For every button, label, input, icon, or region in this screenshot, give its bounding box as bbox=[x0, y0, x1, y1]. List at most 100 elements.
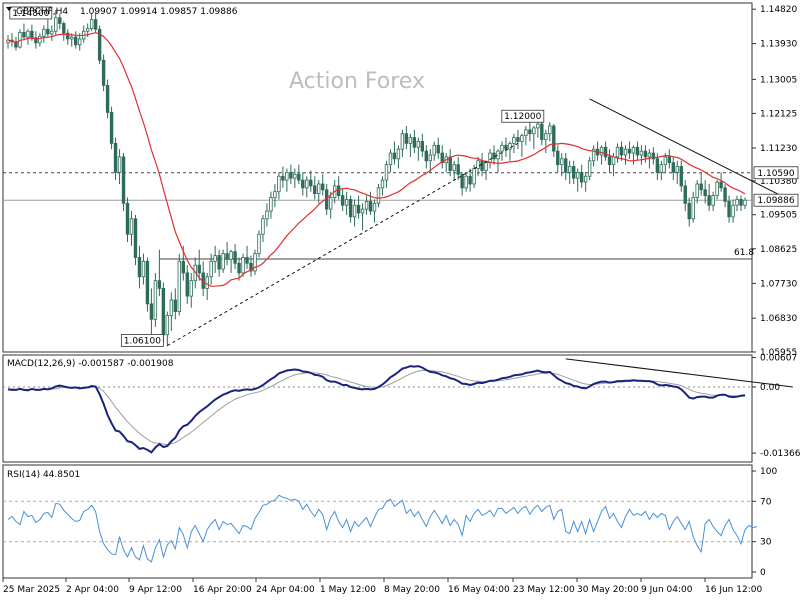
candle bbox=[508, 141, 512, 161]
candle bbox=[189, 272, 193, 308]
candle bbox=[305, 176, 309, 198]
candle-body-down bbox=[133, 218, 138, 258]
candle-body-up bbox=[344, 199, 349, 206]
candle-body-down bbox=[297, 173, 301, 181]
candle bbox=[440, 145, 444, 169]
candle-body-down bbox=[516, 137, 520, 142]
candle bbox=[623, 145, 628, 165]
candle bbox=[408, 133, 413, 157]
candle-body-down bbox=[74, 36, 78, 46]
candle bbox=[309, 170, 313, 192]
annotation-label: 1.12000 bbox=[504, 112, 541, 122]
candle-body-down bbox=[687, 202, 691, 220]
time-tick-label: 23 May 12:00 bbox=[513, 585, 575, 595]
time-tick-label: 8 May 20:00 bbox=[384, 585, 440, 595]
candle-body-down bbox=[707, 195, 711, 206]
candle-body-up bbox=[532, 127, 536, 135]
candle-body-down bbox=[62, 23, 66, 34]
candle bbox=[265, 203, 269, 227]
price-tick-label: 1.13930 bbox=[760, 40, 797, 50]
candle-body-up bbox=[575, 171, 580, 179]
candle-body-down bbox=[66, 32, 70, 40]
candle-body-down bbox=[233, 251, 237, 264]
price-tick-label: 1.09505 bbox=[760, 211, 797, 221]
candle-body-up bbox=[512, 137, 516, 144]
candle bbox=[743, 197, 747, 210]
candle-body-up bbox=[177, 260, 182, 312]
candle-body-up bbox=[54, 17, 58, 32]
candle bbox=[715, 180, 719, 200]
candle-body-down bbox=[14, 41, 18, 48]
price-tick-label: 1.12125 bbox=[760, 109, 797, 119]
candle bbox=[392, 141, 397, 165]
candle-body-up bbox=[352, 204, 357, 218]
candle bbox=[125, 197, 130, 242]
candle-body-up bbox=[416, 141, 421, 148]
candle bbox=[368, 191, 373, 215]
candle-body-up bbox=[89, 19, 94, 29]
candle-body-up bbox=[611, 156, 616, 166]
candle bbox=[70, 33, 74, 47]
candle bbox=[416, 137, 421, 161]
candle-body-down bbox=[607, 156, 612, 166]
candle-body-up bbox=[623, 148, 628, 156]
candle-body-down bbox=[655, 158, 660, 173]
candle-body-down bbox=[58, 17, 62, 24]
candle bbox=[540, 120, 544, 146]
candle bbox=[436, 137, 440, 159]
candle bbox=[157, 249, 162, 297]
candle bbox=[659, 160, 664, 181]
candle bbox=[225, 241, 229, 266]
price-annotation: 1.12000 bbox=[501, 109, 545, 123]
candle bbox=[133, 214, 138, 266]
candle bbox=[524, 125, 528, 146]
candle bbox=[253, 249, 257, 275]
price-panel: Action Forex 1.14820 1.13930 1.13005 1.12125… bbox=[3, 5, 799, 358]
candle-body-up bbox=[488, 152, 492, 164]
candle-body-up bbox=[129, 218, 134, 235]
candle bbox=[364, 195, 369, 215]
candle bbox=[643, 145, 648, 163]
candle-body-down bbox=[281, 175, 285, 181]
candle bbox=[249, 255, 253, 277]
candle-body-down bbox=[34, 37, 38, 44]
candle-body-up bbox=[165, 315, 170, 336]
candle-body-down bbox=[703, 189, 707, 196]
candle-body-up bbox=[305, 179, 309, 189]
candle bbox=[384, 160, 389, 188]
candle bbox=[739, 195, 743, 212]
candle bbox=[548, 122, 552, 142]
candle-body-up bbox=[400, 133, 405, 150]
macd-tick-label: 0.00607 bbox=[760, 354, 797, 364]
candle bbox=[599, 145, 604, 165]
candle-body-down bbox=[46, 28, 50, 35]
price-header: GBPCHF,H4 1.09907 1.09914 1.09857 1.09886 bbox=[6, 7, 238, 17]
candle bbox=[667, 149, 672, 169]
candle bbox=[512, 133, 516, 154]
candle bbox=[261, 214, 265, 242]
candle bbox=[89, 13, 94, 32]
candle bbox=[587, 156, 592, 181]
rsi-line bbox=[7, 494, 758, 563]
candle bbox=[177, 253, 182, 316]
candle bbox=[209, 253, 213, 285]
price-tick-label: 1.07730 bbox=[760, 279, 797, 289]
candle bbox=[352, 199, 357, 227]
candle-body-up bbox=[464, 175, 468, 189]
macd-pane-frame bbox=[2, 354, 753, 463]
annotation-label: 1.06100 bbox=[124, 336, 161, 346]
candle bbox=[615, 143, 620, 163]
price-pane-frame bbox=[2, 2, 753, 353]
candle bbox=[277, 172, 281, 200]
candle bbox=[496, 149, 500, 173]
candle-body-up bbox=[568, 166, 572, 173]
candle-body-down bbox=[603, 146, 608, 158]
candle bbox=[428, 149, 432, 173]
candle-body-up bbox=[277, 175, 281, 193]
candle bbox=[185, 265, 189, 304]
candle bbox=[504, 137, 508, 157]
annotation-label: 1.14800 bbox=[12, 9, 49, 19]
candle-body-down bbox=[101, 59, 106, 86]
time-axis: 25 Mar 2025 2 Apr 04:00 9 Apr 12:00 16 Apr … bbox=[2, 578, 762, 595]
